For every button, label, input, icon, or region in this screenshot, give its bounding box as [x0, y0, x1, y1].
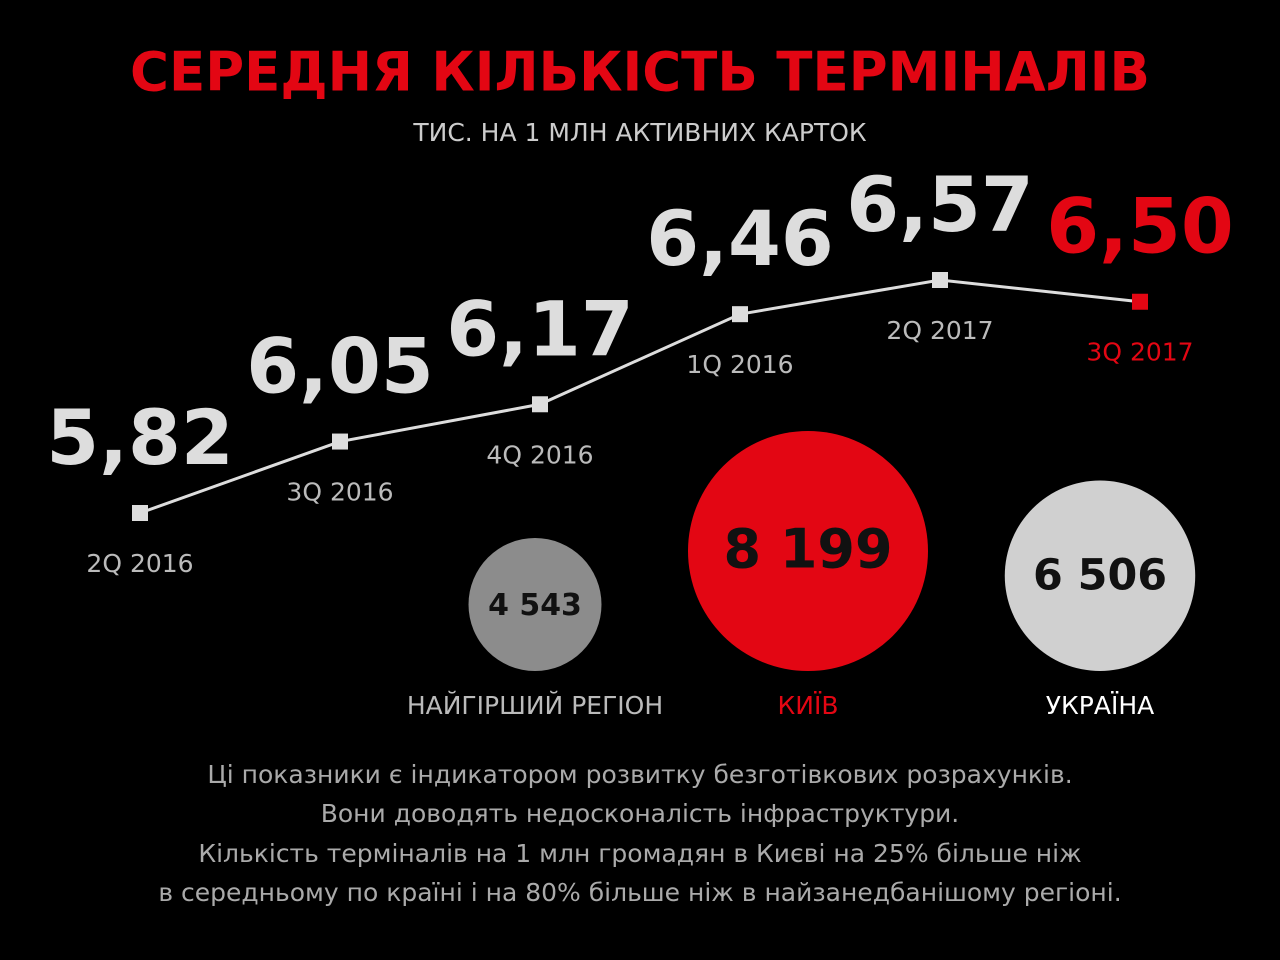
category-label: 4Q 2016: [486, 440, 593, 469]
value-label: 5,82: [46, 393, 234, 482]
category-label: 1Q 2016: [686, 350, 793, 379]
point: [132, 505, 148, 521]
footer-line: Кількість терміналів на 1 млн громадян в…: [198, 839, 1081, 868]
point: [332, 433, 348, 450]
category-label: 3Q 2016: [286, 478, 393, 507]
bubble: [468, 538, 602, 671]
chart-title: СЕРЕДНЯ КІЛЬКІСТЬ ТЕРМІНАЛІВ: [130, 41, 1150, 104]
bubble-label: КИЇВ: [778, 691, 839, 720]
value-label: 6,57: [846, 160, 1034, 249]
point: [932, 272, 948, 288]
bubble-value: 4 543: [488, 588, 582, 623]
bubble: [688, 431, 928, 671]
point: [532, 396, 548, 413]
bubble-label: УКРАЇНА: [1046, 691, 1154, 720]
value-label: 6,50: [1046, 182, 1234, 271]
bubble-value: 8 199: [723, 518, 892, 581]
line: [139, 278, 1141, 515]
category-label: 3Q 2017: [1086, 338, 1193, 367]
bubble-value: 6 506: [1033, 550, 1167, 600]
value-label: 6,05: [246, 322, 434, 411]
chart-subtitle: ТИС. НА 1 МЛН АКТИВНИХ КАРТОК: [412, 118, 867, 147]
bubble-label: НАЙГІРШИЙ РЕГІОН: [407, 691, 663, 720]
bubble: [1004, 480, 1196, 671]
footer-line: в середньому по країні і на 80% більше н…: [158, 878, 1121, 907]
value-label: 6,17: [446, 284, 634, 373]
point: [732, 306, 748, 323]
category-label: 2Q 2016: [86, 549, 193, 578]
footer-line: Вони доводять недосконалість інфраструкт…: [321, 799, 960, 828]
value-label: 6,46: [646, 194, 834, 283]
point: [1132, 293, 1148, 310]
footer-line: Ці показники є індикатором розвитку безг…: [207, 760, 1072, 789]
category-label: 2Q 2017: [886, 316, 993, 345]
